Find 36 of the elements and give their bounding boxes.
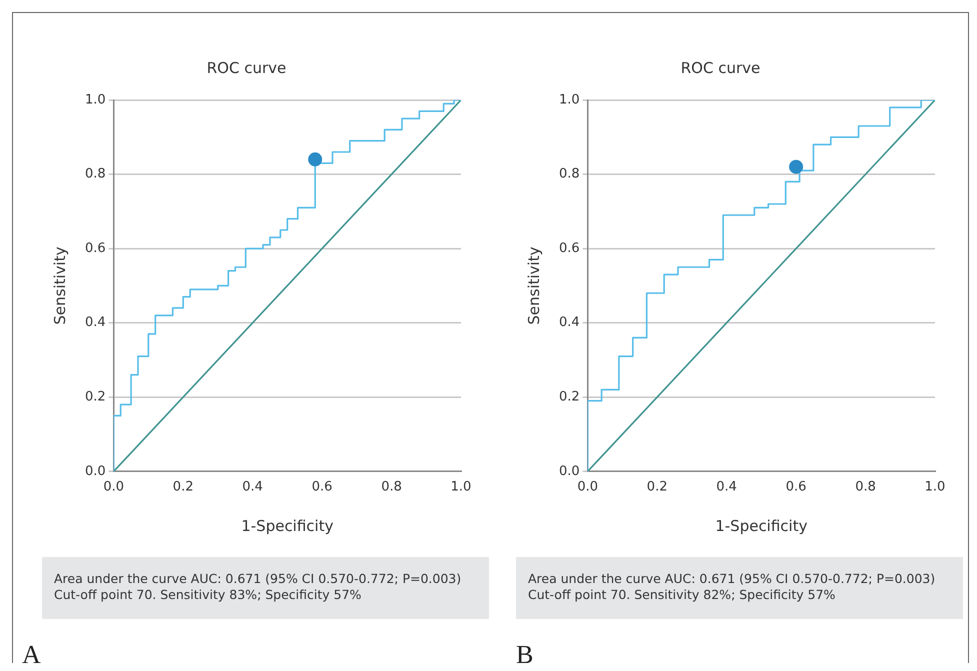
y-tick-label: 0.4 [558,315,580,330]
x-tick-label: 0.6 [312,480,332,495]
text: B [516,640,534,665]
y-tick-label: 0.2 [558,389,580,404]
x-tick-label: 0.8 [855,480,876,495]
y-tick-label: 0.0 [84,464,106,479]
y-tick-label: 0.6 [84,240,106,256]
y-tick-label: 1.0 [558,92,580,108]
y-tick-label: 0.8 [84,166,106,182]
text: Cut-off point 70. Sensitivity 82%; Specificity 57% [528,587,836,603]
y-tick-label: 0.0 [558,464,580,479]
x-axis-title: 1-Specificity [241,516,334,535]
x-tick-label: 0.0 [103,480,124,495]
x-tick-label: 0.4 [716,480,737,495]
x-tick-label: 0.2 [172,480,194,495]
text: Area under the curve AUC: 0.671 (95% CI 0.570-0.772; P=0.003) [54,571,462,587]
x-tick-label: 0.0 [577,480,598,495]
text: Area under the curve AUC: 0.671 (95% CI 0.570-0.772; P=0.003) [528,571,936,587]
text: Cut-off point 70. Sensitivity 83%; Specificity 57% [54,587,362,603]
y-tick-label: 0.8 [558,166,580,182]
y-tick-label: 0.4 [84,315,106,330]
y-axis-title: Sensitivity [524,246,543,325]
x-tick-label: 0.6 [786,480,806,495]
chart-title: ROC curve [206,58,286,77]
y-tick-label: 0.2 [84,389,106,404]
x-tick-label: 1.0 [450,480,472,495]
x-axis-title: 1-Specificity [715,516,808,535]
x-tick-label: 0.2 [646,480,668,495]
x-tick-label: 1.0 [924,480,946,495]
y-tick-label: 0.6 [558,240,580,256]
x-tick-label: 0.8 [381,480,402,495]
text: A [22,640,41,665]
chart-title: ROC curve [680,58,760,77]
y-tick-label: 1.0 [84,92,106,108]
y-axis-title: Sensitivity [50,246,69,325]
x-tick-label: 0.4 [242,480,263,495]
